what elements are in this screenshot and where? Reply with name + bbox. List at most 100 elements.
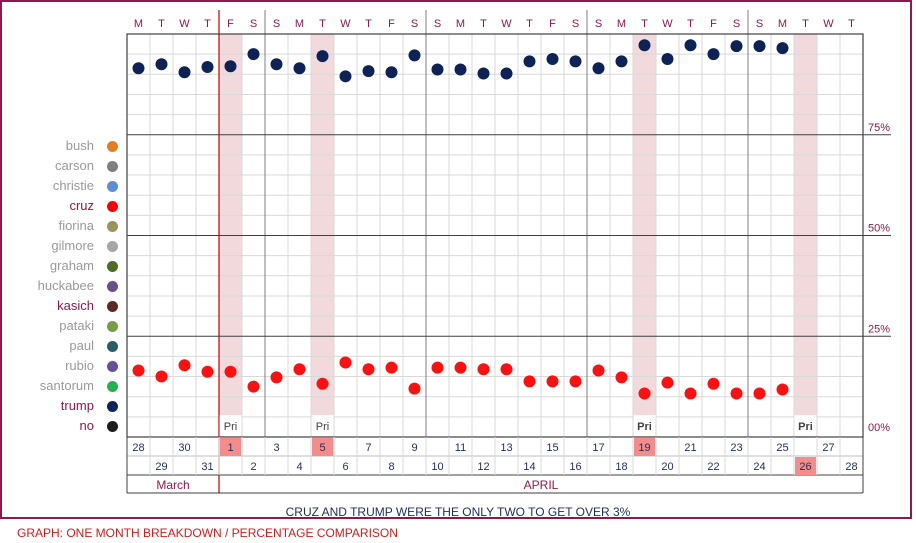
trump-point	[523, 55, 536, 68]
cruz-point	[201, 365, 214, 378]
day-number: 14	[523, 461, 535, 473]
primary-date-highlight	[795, 457, 816, 475]
legend-dot-icon	[107, 361, 118, 372]
day-number: 27	[822, 442, 834, 454]
legend-item-graham: graham	[14, 256, 118, 276]
legend-label: christie	[52, 178, 94, 193]
cruz-point	[224, 365, 237, 378]
day-number: 8	[388, 461, 394, 473]
legend-dot-icon	[107, 421, 118, 432]
legend-label: santorum	[39, 378, 94, 393]
cruz-point	[408, 382, 421, 395]
trump-point	[477, 67, 490, 80]
day-number: 23	[730, 442, 742, 454]
weekday-label: M	[295, 18, 304, 30]
weekday-label: S	[273, 18, 280, 30]
cruz-point	[293, 363, 306, 376]
weekday-label: W	[340, 18, 351, 30]
day-number: 28	[132, 442, 144, 454]
weekday-label: M	[617, 18, 626, 30]
legend: bush carson christie cruz fiorina gilmore grah…	[14, 136, 118, 436]
month-label: March	[156, 478, 189, 492]
day-number: 28	[845, 461, 857, 473]
weekday-label: T	[687, 18, 694, 30]
y-tick-label: 00%	[868, 422, 890, 434]
legend-dot-icon	[107, 381, 118, 392]
day-number: 29	[155, 461, 167, 473]
legend-label: bush	[65, 138, 94, 153]
legend-item-bush: bush	[14, 136, 118, 156]
primary-label: Pri	[637, 421, 652, 433]
cruz-point	[523, 375, 536, 388]
day-number: 22	[707, 461, 719, 473]
day-number: 20	[661, 461, 673, 473]
weekday-label: T	[365, 18, 372, 30]
legend-dot-icon	[107, 281, 118, 292]
weekday-label: F	[549, 18, 556, 30]
cruz-point	[155, 370, 168, 383]
legend-item-pataki: pataki	[14, 316, 118, 336]
cruz-point	[615, 371, 628, 384]
weekday-label: S	[733, 18, 740, 30]
weekday-label: M	[456, 18, 465, 30]
cruz-point	[569, 375, 582, 388]
trump-point	[661, 52, 674, 65]
trump-point	[247, 48, 260, 61]
cruz-point	[638, 387, 651, 400]
weekday-label: T	[848, 18, 855, 30]
trump-point	[155, 58, 168, 71]
weekday-label: T	[641, 18, 648, 30]
legend-item-santorum: santorum	[14, 376, 118, 396]
day-number: 12	[477, 461, 489, 473]
weekday-label: T	[204, 18, 211, 30]
legend-label: fiorina	[58, 218, 94, 233]
day-number: 25	[776, 442, 788, 454]
cruz-point	[132, 364, 145, 377]
weekday-label: W	[662, 18, 673, 30]
primary-date-highlight	[312, 438, 333, 456]
weekday-label: M	[778, 18, 787, 30]
legend-item-huckabee: huckabee	[14, 276, 118, 296]
day-number: 11	[455, 442, 466, 454]
trump-point	[500, 67, 513, 80]
weekday-label: F	[710, 18, 717, 30]
y-tick-label: 25%	[868, 323, 890, 335]
cruz-point	[546, 375, 559, 388]
month-label: APRIL	[524, 478, 559, 492]
day-number: 9	[411, 442, 417, 454]
legend-label: rubio	[65, 358, 94, 373]
day-number: 19	[638, 442, 650, 454]
day-number: 3	[273, 442, 279, 454]
day-number: 26	[799, 461, 811, 473]
legend-item-christie: christie	[14, 176, 118, 196]
cruz-point	[776, 383, 789, 396]
day-number: 18	[615, 461, 627, 473]
legend-dot-icon	[107, 321, 118, 332]
day-number: 4	[296, 461, 302, 473]
weekday-label: F	[388, 18, 395, 30]
trump-point	[431, 63, 444, 76]
cruz-point	[270, 371, 283, 384]
legend-label: graham	[49, 258, 94, 273]
trump-point	[293, 62, 306, 75]
legend-dot-icon	[107, 141, 118, 152]
cruz-point	[316, 377, 329, 390]
legend-item-fiorina: fiorina	[14, 216, 118, 236]
weekday-label: W	[823, 18, 834, 30]
cruz-point	[707, 377, 720, 390]
trump-point	[546, 52, 559, 65]
cruz-point	[753, 387, 766, 400]
legend-label: gilmore	[51, 238, 94, 253]
trump-point	[132, 62, 145, 75]
legend-item-kasich: kasich	[14, 296, 118, 316]
y-tick-label: 75%	[868, 122, 890, 134]
day-number: 13	[500, 442, 512, 454]
legend-item-no: no	[14, 416, 118, 436]
weekday-label: S	[434, 18, 441, 30]
day-number: 5	[319, 442, 325, 454]
primary-label-bg	[794, 415, 817, 436]
legend-label: cruz	[69, 198, 94, 213]
day-number: 10	[431, 461, 443, 473]
legend-label: carson	[54, 158, 94, 173]
